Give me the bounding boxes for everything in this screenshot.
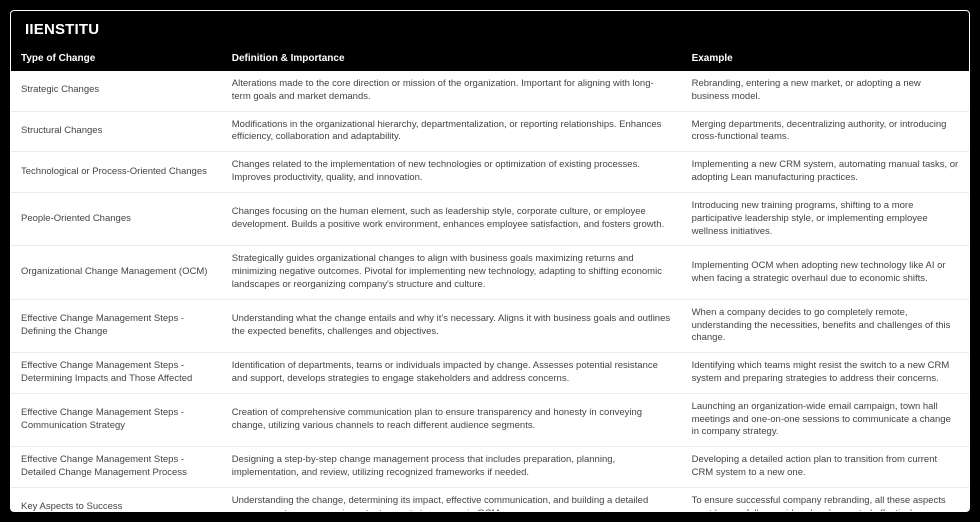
cell-type: Key Aspects to Success	[11, 487, 222, 511]
cell-example: When a company decides to go completely …	[682, 299, 969, 352]
cell-type: Effective Change Management Steps - Comm…	[11, 393, 222, 446]
table-row: Strategic Changes Alterations made to th…	[11, 71, 969, 111]
table-body: Strategic Changes Alterations made to th…	[11, 71, 969, 511]
table-row: Organizational Change Management (OCM) S…	[11, 246, 969, 299]
cell-definition: Changes focusing on the human element, s…	[222, 192, 682, 245]
cell-example: Developing a detailed action plan to tra…	[682, 447, 969, 488]
table-row: Structural Changes Modifications in the …	[11, 111, 969, 152]
table-row: People-Oriented Changes Changes focusing…	[11, 192, 969, 245]
table-row: Technological or Process-Oriented Change…	[11, 152, 969, 193]
cell-definition: Understanding the change, determining it…	[222, 487, 682, 511]
cell-definition: Strategically guides organizational chan…	[222, 246, 682, 299]
cell-definition: Alterations made to the core direction o…	[222, 71, 682, 111]
cell-example: Implementing a new CRM system, automatin…	[682, 152, 969, 193]
col-header-definition: Definition & Importance	[222, 46, 682, 71]
cell-definition: Creation of comprehensive communication …	[222, 393, 682, 446]
cell-example: Rebranding, entering a new market, or ad…	[682, 71, 969, 111]
cell-example: Merging departments, decentralizing auth…	[682, 111, 969, 152]
cell-example: Introducing new training programs, shift…	[682, 192, 969, 245]
col-header-example: Example	[682, 46, 969, 71]
cell-example: Launching an organization-wide email cam…	[682, 393, 969, 446]
brand-title: IIENSTITU	[11, 11, 969, 46]
content-card: IIENSTITU Type of Change Definition & Im…	[10, 10, 970, 512]
cell-definition: Identification of departments, teams or …	[222, 353, 682, 394]
table-row: Key Aspects to Success Understanding the…	[11, 487, 969, 511]
cell-type: People-Oriented Changes	[11, 192, 222, 245]
cell-type: Technological or Process-Oriented Change…	[11, 152, 222, 193]
table-row: Effective Change Management Steps - Defi…	[11, 299, 969, 352]
table-row: Effective Change Management Steps - Dete…	[11, 353, 969, 394]
cell-definition: Designing a step-by-step change manageme…	[222, 447, 682, 488]
cell-example: Identifying which teams might resist the…	[682, 353, 969, 394]
table-row: Effective Change Management Steps - Comm…	[11, 393, 969, 446]
table-header: Type of Change Definition & Importance E…	[11, 46, 969, 71]
cell-type: Effective Change Management Steps - Defi…	[11, 299, 222, 352]
cell-type: Effective Change Management Steps - Dete…	[11, 353, 222, 394]
change-management-table: Type of Change Definition & Importance E…	[11, 46, 969, 511]
cell-definition: Understanding what the change entails an…	[222, 299, 682, 352]
cell-definition: Changes related to the implementation of…	[222, 152, 682, 193]
cell-example: Implementing OCM when adopting new techn…	[682, 246, 969, 299]
cell-example: To ensure successful company rebranding,…	[682, 487, 969, 511]
cell-definition: Modifications in the organizational hier…	[222, 111, 682, 152]
cell-type: Organizational Change Management (OCM)	[11, 246, 222, 299]
table-row: Effective Change Management Steps - Deta…	[11, 447, 969, 488]
cell-type: Effective Change Management Steps - Deta…	[11, 447, 222, 488]
col-header-type: Type of Change	[11, 46, 222, 71]
table-container: Type of Change Definition & Importance E…	[11, 46, 969, 511]
cell-type: Structural Changes	[11, 111, 222, 152]
cell-type: Strategic Changes	[11, 71, 222, 111]
